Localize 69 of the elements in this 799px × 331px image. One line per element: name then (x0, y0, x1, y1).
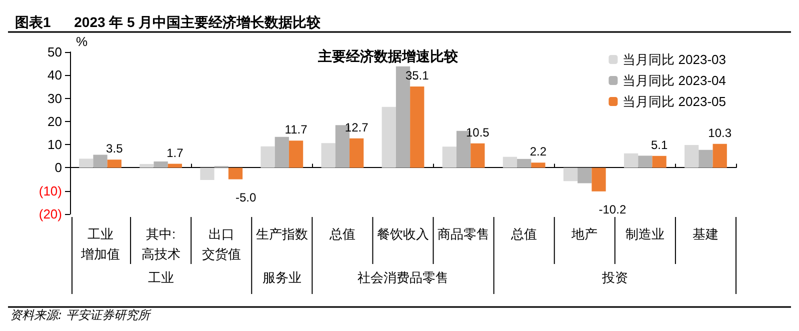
y-tick-label: 0 (54, 160, 62, 176)
bar (652, 156, 666, 168)
x-tick-label: 其中:高技术 (141, 226, 180, 262)
bar (410, 86, 424, 168)
bar (442, 146, 456, 168)
text: 投资 (600, 271, 628, 286)
x-tick-label: 制造业 (626, 226, 665, 242)
bar (624, 153, 638, 168)
legend-label: 当月同比 2023-04 (622, 73, 726, 88)
bar (79, 158, 94, 168)
data-label: 2.2 (530, 144, 547, 159)
bar (684, 145, 699, 168)
bar (698, 150, 713, 168)
y-tick-label: (20) (38, 206, 62, 222)
y-tick-label: 50 (48, 44, 62, 60)
bar (382, 106, 396, 168)
data-label: 11.7 (284, 122, 308, 137)
y-tick-label: 20 (48, 114, 62, 129)
x-tick-label: 总值 (328, 226, 356, 242)
bar (712, 144, 727, 168)
bar (154, 161, 168, 168)
bar (350, 138, 364, 168)
bar (502, 156, 518, 168)
data-label: 12.7 (344, 120, 369, 134)
bar (470, 143, 485, 168)
data-label: 10.3 (708, 126, 732, 140)
bar (260, 146, 275, 168)
x-tick-label: 总值 (510, 226, 538, 242)
bar (228, 168, 243, 180)
x-tick-label: 出口交货值 (202, 226, 241, 262)
bar (563, 168, 578, 182)
y-axis-title: % (76, 34, 88, 49)
data-label: 10.5 (466, 125, 490, 140)
bar (638, 156, 652, 168)
x-tick-label: 地产 (570, 226, 598, 242)
bar (578, 168, 592, 184)
y-tick-label: 10 (48, 137, 62, 152)
x-tick-label: 餐饮收入 (377, 226, 429, 242)
bar (517, 158, 532, 168)
chart-title: 图表1 2023 年 5 月中国主要经济增长数据比较 (15, 14, 322, 30)
bar (93, 154, 108, 168)
data-label: -5.0 (235, 190, 256, 204)
text: 资料来源: 平安证券研究所 (10, 308, 152, 322)
data-label: 5.1 (650, 138, 668, 152)
bar (274, 136, 289, 168)
x-tick-label: 工业增加值 (80, 226, 120, 262)
data-label: -10.2 (598, 202, 626, 216)
legend-label: 当月同比 2023-05 (622, 94, 726, 109)
x-tick-label: 基建 (692, 226, 719, 242)
chart-subtitle: 主要经济数据增速比较 (317, 48, 459, 64)
bar (140, 164, 154, 168)
legend-label: 当月同比 2023-03 (622, 52, 726, 67)
x-tick-label: 商品零售 (438, 226, 490, 242)
y-tick-label: 30 (48, 90, 62, 106)
bar (592, 168, 606, 192)
bar (288, 140, 304, 168)
text: 工业 (148, 271, 174, 286)
data-label: 3.5 (106, 142, 124, 156)
y-tick-label: (10) (38, 183, 62, 198)
text: 社会消费品零售 (358, 271, 448, 286)
bar (200, 168, 214, 180)
bar (531, 162, 546, 168)
data-label: 35.1 (405, 68, 430, 82)
bar (107, 160, 122, 168)
x-tick-label: 生产指数 (256, 226, 308, 242)
data-label: 1.7 (166, 146, 184, 160)
text: 服务业 (262, 271, 302, 286)
y-tick-label: 40 (48, 68, 62, 83)
bar (321, 143, 336, 168)
